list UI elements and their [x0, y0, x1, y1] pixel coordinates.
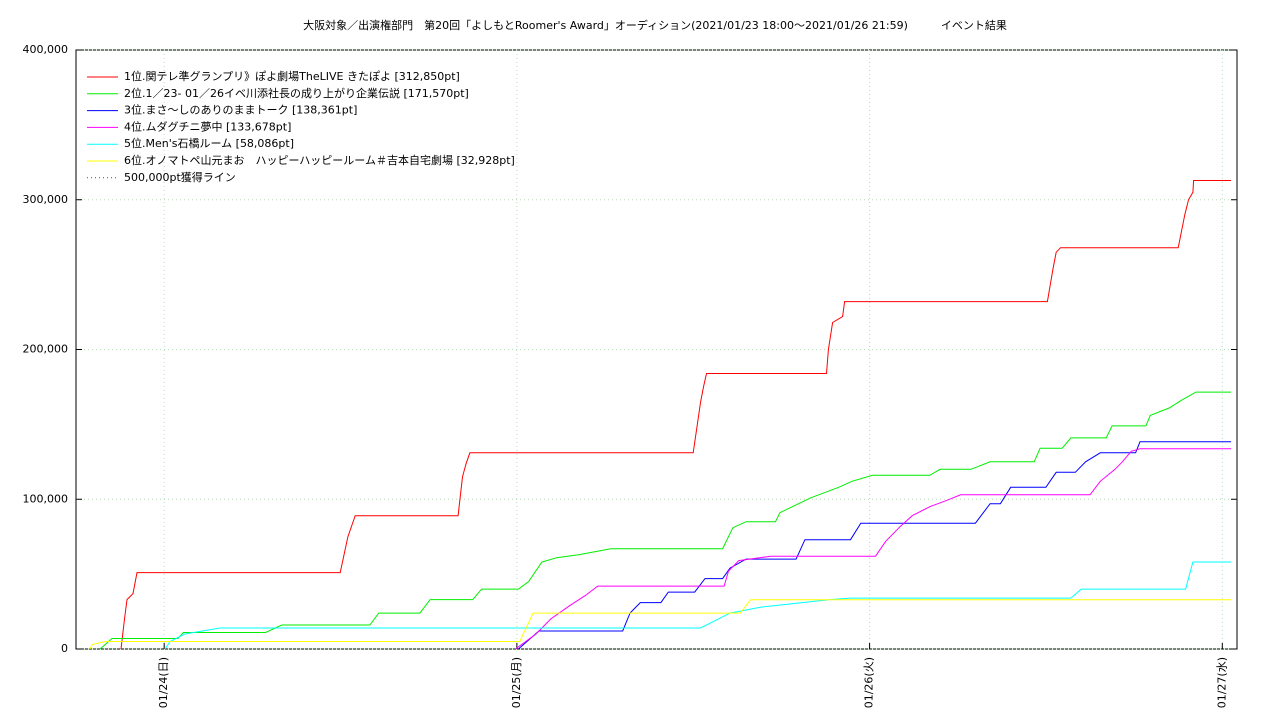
y-tick-label: 200,000: [23, 343, 69, 356]
legend-label: 5位.Men's石橋ルーム [58,086pt]: [124, 136, 294, 150]
x-tick-label: 01/25(月): [510, 657, 523, 708]
chart-title: 大阪対象／出演権部門 第20回「よしもとRoomer's Award」オーディシ…: [303, 18, 1007, 32]
y-tick-label: 400,000: [23, 43, 69, 56]
x-tick-label: 01/27(水): [1215, 657, 1228, 708]
series-line: [120, 180, 1232, 649]
series-line: [164, 561, 1232, 649]
legend-label: 4位.ムダグチニ夢中 [133,678pt]: [124, 119, 291, 133]
x-tick-label: 01/24(日): [157, 657, 170, 708]
series-line: [89, 599, 1232, 649]
series-line: [518, 441, 1232, 649]
legend-label: 2位.1／23- 01／26イベ川添社長の成り上がり企業伝説 [171,570p…: [124, 86, 469, 100]
plot-area: [89, 180, 1232, 649]
y-tick-label: 0: [61, 642, 68, 655]
legend-label: 1位.関テレ準グランプリ》ぽよ劇場TheLIVE きたぽよ [312,850pt…: [124, 69, 460, 83]
legend-label: 6位.オノマトペ山元まお ハッピーハッピールーム＃吉本自宅劇場 [32,928p…: [124, 153, 515, 167]
x-tick-label: 01/26(火): [863, 657, 876, 708]
series-line: [99, 391, 1232, 649]
legend-label: 3位.まさ〜しのありのままトーク [138,361pt]: [124, 103, 357, 117]
legend-label: 500,000pt獲得ライン: [124, 171, 236, 184]
y-tick-label: 300,000: [23, 193, 69, 206]
y-tick-label: 100,000: [23, 492, 69, 505]
series-line: [515, 448, 1232, 649]
